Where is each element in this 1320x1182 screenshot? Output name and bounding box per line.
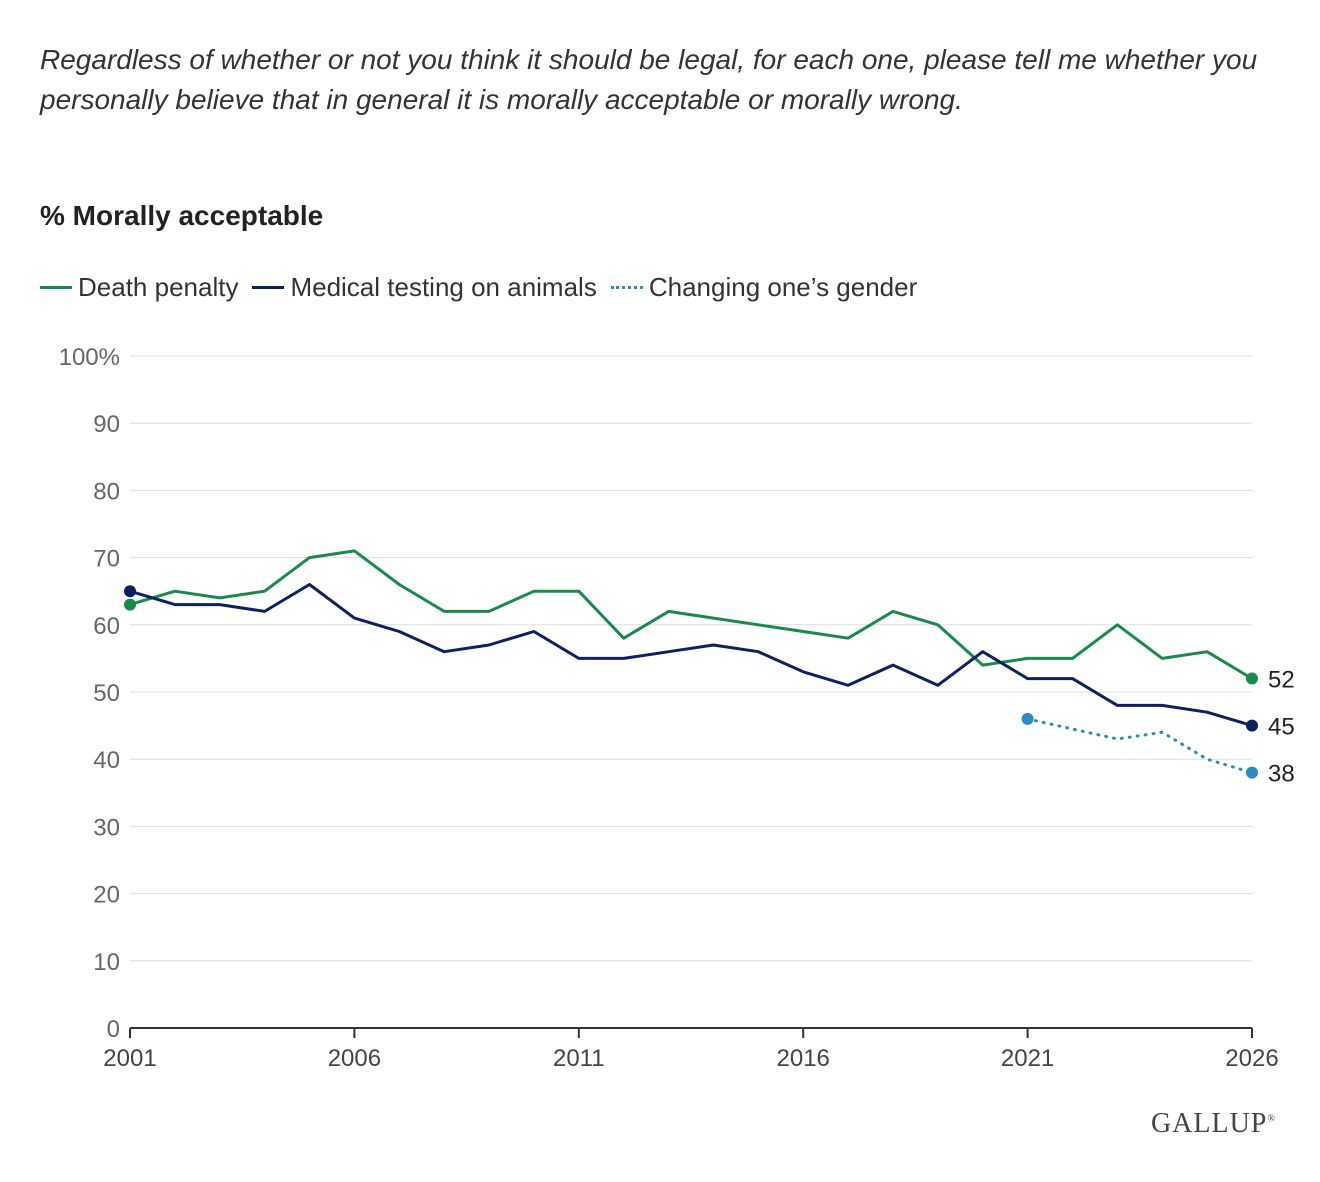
legend-swatch-animal-testing xyxy=(252,286,285,289)
legend-label-gender: Changing one’s gender xyxy=(648,272,918,302)
y-tick-label-30: 30 xyxy=(93,814,120,841)
legend-item-gender: Changing one’s gender xyxy=(610,272,918,303)
y-tick-label-40: 40 xyxy=(93,747,120,774)
series-line-0 xyxy=(128,549,1254,681)
y-tick-label-20: 20 xyxy=(93,882,120,909)
y-tick-label-0: 0 xyxy=(107,1016,120,1043)
legend-item-death-penalty: Death penalty xyxy=(40,272,238,303)
series-end-label-0: 52 xyxy=(1268,667,1295,694)
series-start-point-1 xyxy=(124,585,136,598)
y-tick-label-60: 60 xyxy=(93,613,120,640)
chart-legend: Death penalty Medical testing on animals… xyxy=(40,272,931,303)
series-end-label-2: 38 xyxy=(1268,761,1295,788)
legend-swatch-death-penalty xyxy=(40,286,72,289)
legend-label-animal-testing: Medical testing on animals xyxy=(290,272,597,302)
series-end-point-2 xyxy=(1246,766,1258,779)
x-tick-label-2011: 2011 xyxy=(553,1045,605,1072)
y-tick-label-80: 80 xyxy=(93,478,120,505)
series-end-label-1: 45 xyxy=(1268,714,1295,741)
x-tick-label-2006: 2006 xyxy=(328,1045,381,1072)
x-tick-label-2026: 2026 xyxy=(1225,1045,1278,1072)
survey-question: Regardless of whether or not you think i… xyxy=(40,44,1258,115)
x-tick-label-2021: 2021 xyxy=(1001,1045,1054,1072)
y-tick-label-90: 90 xyxy=(93,411,120,438)
series-end-point-1 xyxy=(1246,719,1258,732)
logo-text: GALLUP xyxy=(1150,1108,1268,1139)
y-tick-label-70: 70 xyxy=(93,546,120,573)
legend-item-animal-testing: Medical testing on animals xyxy=(252,272,597,303)
x-tick-label-2001: 2001 xyxy=(103,1045,156,1072)
legend-swatch-gender xyxy=(610,286,643,289)
y-tick-label-50: 50 xyxy=(93,680,120,707)
series-line-2 xyxy=(1026,717,1254,775)
series-end-point-0 xyxy=(1246,672,1258,685)
chart-title: % Morally acceptable xyxy=(40,200,324,231)
y-tick-label-100: 100% xyxy=(59,344,120,371)
y-tick-label-10: 10 xyxy=(93,949,120,976)
series-start-point-2 xyxy=(1021,712,1034,725)
gallup-logo: GALLUP® xyxy=(1150,1108,1276,1139)
series-line-1 xyxy=(128,583,1254,728)
x-tick-label-2016: 2016 xyxy=(777,1045,830,1072)
series-start-point-0 xyxy=(124,598,136,611)
legend-label-death-penalty: Death penalty xyxy=(78,272,239,302)
